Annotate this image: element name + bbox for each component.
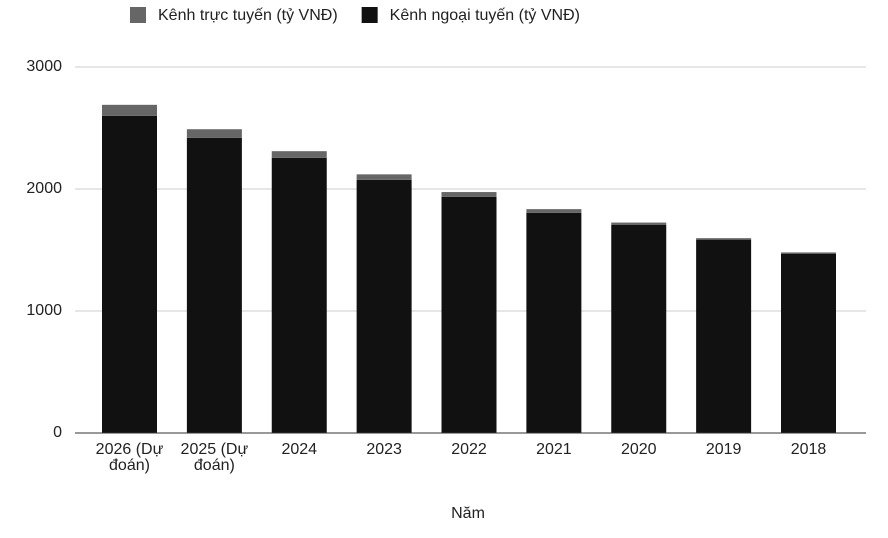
x-tick-label: 2025 (Dự đoán)	[180, 441, 249, 474]
bar-segment	[441, 196, 497, 433]
legend-swatch	[130, 7, 146, 23]
bar-segment	[696, 239, 752, 433]
x-tick-label: 2019	[705, 441, 742, 458]
y-tick-label: 0	[53, 424, 62, 441]
x-axis-title: Năm	[451, 505, 485, 522]
y-tick-label: 1000	[26, 302, 62, 319]
bar-segment	[781, 253, 836, 433]
x-tick-label: 2022	[451, 441, 487, 458]
bar-segment	[356, 174, 412, 180]
bar-segment	[356, 179, 412, 433]
bar-segment	[696, 238, 752, 240]
x-tick-label: 2023	[366, 441, 402, 458]
bar-segment	[526, 209, 582, 213]
bar-segment	[611, 222, 667, 225]
x-tick-label: 2020	[620, 441, 657, 458]
bar-segment	[441, 192, 497, 197]
legend-label: Kênh ngoại tuyến (tỷ VNĐ)	[390, 7, 580, 24]
bar-segment	[102, 115, 157, 434]
legend-label: Kênh trực tuyến (tỷ VNĐ)	[158, 7, 338, 24]
x-tick-label: 2018	[790, 441, 827, 458]
y-tick-label: 2000	[26, 180, 62, 197]
bar-segment	[186, 137, 242, 433]
x-tick-label: 2024	[281, 441, 318, 458]
y-tick-label: 3000	[26, 58, 62, 75]
bar-segment	[186, 129, 242, 138]
bar-segment	[271, 157, 327, 433]
bar-segment	[526, 212, 582, 433]
bar-segment	[781, 252, 836, 254]
bar-segment	[611, 224, 667, 433]
x-tick-label: 2021	[536, 441, 572, 458]
x-tick-label: 2026 (Dự đoán)	[95, 441, 164, 474]
bar-segment	[102, 104, 157, 116]
legend-swatch	[361, 7, 378, 23]
bar-segment	[271, 151, 327, 158]
